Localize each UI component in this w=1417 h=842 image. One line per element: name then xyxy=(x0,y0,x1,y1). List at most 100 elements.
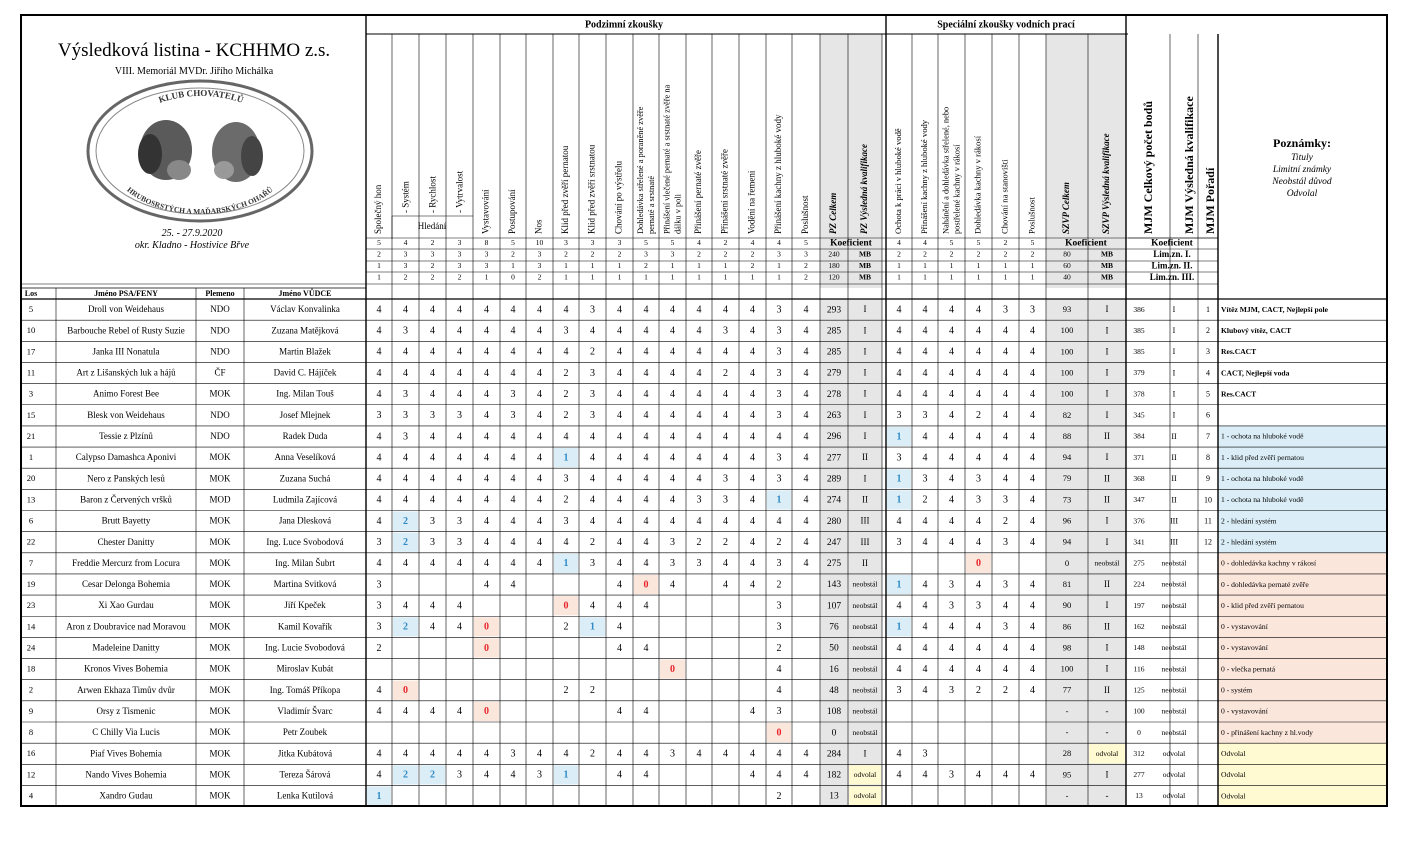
score-cell: 4 xyxy=(976,368,981,379)
cell-handler: Zuzana Matějková xyxy=(271,325,338,335)
limit-value: 0 xyxy=(511,273,515,282)
score-cell: 4 xyxy=(430,368,435,379)
cell-mjm-qual: III xyxy=(1170,516,1178,525)
score-cell: 4 xyxy=(377,474,382,485)
score-cell: 4 xyxy=(697,431,702,442)
score-cell: 4 xyxy=(617,770,622,781)
szvp-cell-bg xyxy=(1046,404,1126,426)
score-cell: 4 xyxy=(430,495,435,506)
score-cell: 4 xyxy=(923,452,928,463)
score-cell: 4 xyxy=(976,664,981,675)
note-bg xyxy=(1218,573,1386,596)
column-header: Vystavování xyxy=(481,189,491,234)
score-highlight xyxy=(554,448,578,468)
limit-value: 3 xyxy=(485,261,489,270)
score-cell: 1 xyxy=(377,791,382,802)
cell-mjm-qual: odvolal xyxy=(1163,791,1186,800)
score-cell: 4 xyxy=(511,579,516,590)
cell-breed: MOD xyxy=(209,494,231,504)
score-cell: 3 xyxy=(897,452,902,463)
score-cell: 3 xyxy=(949,685,954,696)
coef-value: 3 xyxy=(458,238,462,247)
column-header: Ochota k práci v hluboké vodě xyxy=(893,128,903,234)
cell-note: 1 - ochota na hluboké vodě xyxy=(1221,474,1304,483)
cell-szvp-qual: I xyxy=(1106,664,1109,674)
score-cell: 4 xyxy=(1030,579,1035,590)
cell-szvp-qual: - xyxy=(1106,727,1109,737)
pz-header-bg xyxy=(820,34,882,288)
score-cell: 3 xyxy=(430,537,435,548)
score-cell: 4 xyxy=(1003,600,1008,611)
score-cell: 4 xyxy=(537,516,542,527)
cell-pz-qual: odvolal xyxy=(854,770,877,779)
cell-pz-qual: I xyxy=(864,473,867,483)
score-cell: 4 xyxy=(644,495,649,506)
section-water: Speciální zkoušky vodních prací xyxy=(937,19,1075,30)
cell-mjm-qual: neobstál xyxy=(1162,707,1187,716)
score-cell: 4 xyxy=(949,431,954,442)
cell-pz-qual: neobstál xyxy=(853,643,878,652)
score-cell: 4 xyxy=(617,706,622,717)
score-cell: 1 xyxy=(897,495,902,506)
column-header: Nos xyxy=(534,219,544,234)
cell-dog-name: Tessie z Plzínů xyxy=(99,431,153,441)
score-cell: 2 xyxy=(564,410,569,421)
coef-value: 5 xyxy=(950,238,954,247)
score-cell: 4 xyxy=(949,474,954,485)
mjm-header: MJM Výsledná kvalifikace xyxy=(1182,96,1196,234)
cell-breed: MOK xyxy=(209,452,231,462)
score-cell: 4 xyxy=(644,474,649,485)
cell-breed: NDO xyxy=(210,431,230,441)
limit-value: 1 xyxy=(671,273,675,282)
coef-value: 4 xyxy=(751,238,755,247)
coef-value: 5 xyxy=(671,238,675,247)
cell-handler: Vladimír Švarc xyxy=(277,706,332,716)
score-cell: 4 xyxy=(804,410,809,421)
cell-note: Vítěz MJM, CACT, Nejlepší pole xyxy=(1221,305,1329,314)
cell-szvp-qual: I xyxy=(1106,410,1109,420)
score-cell: 4 xyxy=(617,537,622,548)
score-cell: 4 xyxy=(430,474,435,485)
score-cell: 4 xyxy=(1003,431,1008,442)
score-cell: 0 xyxy=(564,600,569,611)
cell-szvp-qual: I xyxy=(1106,537,1109,547)
score-cell: 4 xyxy=(1030,600,1035,611)
cell-note: Odvolal xyxy=(1221,791,1245,800)
score-cell: 4 xyxy=(644,410,649,421)
hledani-label: Hledání xyxy=(418,221,447,231)
limit-value: 3 xyxy=(644,250,648,259)
score-cell: 3 xyxy=(457,516,462,527)
note-bg xyxy=(1218,785,1386,805)
score-cell: 4 xyxy=(897,770,902,781)
score-cell: 3 xyxy=(670,537,675,548)
cell-mjm-total: 386 xyxy=(1133,305,1145,314)
column-header: - Systém xyxy=(401,181,411,213)
cell-breed: MOK xyxy=(209,621,231,631)
limit-value: 2 xyxy=(923,250,927,259)
limit-pz-qual: MB xyxy=(859,250,871,259)
score-highlight xyxy=(420,765,445,785)
cell-szvp-total: 95 xyxy=(1063,769,1072,779)
score-highlight xyxy=(393,680,418,700)
score-cell: 3 xyxy=(923,749,928,760)
cell-mjm-total: 378 xyxy=(1133,389,1145,398)
szvp-cell-bg xyxy=(1046,299,1126,321)
score-cell: 3 xyxy=(777,326,782,337)
note-bg xyxy=(1218,425,1386,448)
column-header: dálku v poli xyxy=(673,193,682,234)
score-cell: 2 xyxy=(723,368,728,379)
limit-value: 3 xyxy=(804,250,808,259)
column-header: Přinášení pernaté zvěře xyxy=(693,150,703,234)
score-cell: 4 xyxy=(564,304,569,315)
score-cell: 2 xyxy=(590,749,595,760)
cell-szvp-total: 94 xyxy=(1063,452,1072,462)
cell-los: 7 xyxy=(29,558,33,568)
note-bg xyxy=(1218,743,1386,765)
limit-value: 1 xyxy=(897,273,901,282)
score-cell: 4 xyxy=(511,558,516,569)
score-cell: 0 xyxy=(403,685,408,696)
score-cell: 4 xyxy=(377,389,382,400)
cell-breed: MOK xyxy=(209,579,231,589)
score-cell: 4 xyxy=(976,431,981,442)
score-cell: 4 xyxy=(750,495,755,506)
